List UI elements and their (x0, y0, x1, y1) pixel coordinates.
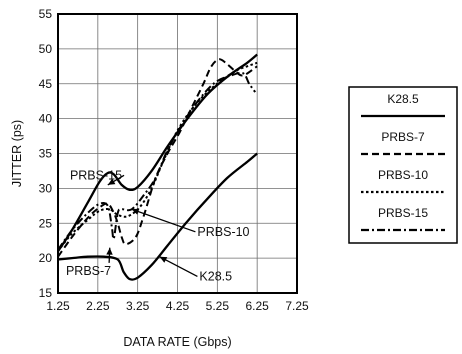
annotation-label: K28.5 (199, 269, 232, 283)
series-line-unlabeled-4 (57, 53, 258, 252)
x-tick-label: 4.25 (166, 299, 190, 313)
x-axis-title: DATA RATE (Gbps) (123, 335, 231, 349)
y-tick-label: 50 (39, 42, 53, 56)
x-tick-label: 5.25 (206, 299, 230, 313)
y-tick-label: 15 (39, 286, 53, 300)
series-line-prbs-15 (57, 71, 257, 251)
annotation-arrowhead (131, 208, 140, 215)
x-tick-label: 2.25 (86, 299, 110, 313)
series-line-prbs-7 (57, 58, 258, 258)
grid (57, 13, 298, 294)
x-tick-label: 1.25 (46, 299, 70, 313)
series-line-k28-5 (57, 152, 258, 281)
series-lines (57, 53, 258, 281)
y-tick-label: 35 (39, 147, 53, 161)
legend-label: PRBS-15 (378, 206, 428, 220)
legend-items: K28.5 PRBS-7 PRBS-10 PRBS-15 (361, 92, 445, 232)
annotations: PRBS-15 PRBS-10 PRBS-7 K28.5 (66, 168, 250, 283)
y-tick-label: 25 (39, 216, 53, 230)
y-axis-title: JITTER (ps) (10, 120, 24, 187)
annotation-arrowhead (159, 256, 168, 263)
legend-label: PRBS-10 (378, 168, 428, 182)
x-tick-label: 3.25 (126, 299, 150, 313)
y-tick-label: 45 (39, 77, 53, 91)
legend-frame (348, 86, 458, 244)
annotation-arrowhead (106, 247, 113, 255)
annotation-label: PRBS-10 (197, 225, 249, 239)
legend: K28.5 PRBS-7 PRBS-10 PRBS-15 (348, 86, 458, 244)
annotation-arrow (159, 256, 198, 278)
annotation-arrow (131, 208, 196, 233)
annotation-label: PRBS-7 (66, 264, 111, 278)
legend-label: K28.5 (387, 92, 419, 106)
plot-frame (57, 13, 298, 294)
x-tick-label: 7.25 (285, 299, 309, 313)
annotation-label: PRBS-15 (70, 168, 122, 182)
annotation-arrowhead (107, 178, 116, 185)
legend-label: PRBS-7 (381, 130, 425, 144)
tick-labels: 1.25 2.25 3.25 4.25 5.25 6.25 7.25 15 20 25 30 35 40… (39, 7, 309, 313)
x-tick-label: 6.25 (245, 299, 269, 313)
y-tick-label: 40 (39, 112, 53, 126)
y-tick-label: 20 (39, 251, 53, 265)
y-tick-label: 55 (39, 7, 53, 21)
y-tick-label: 30 (39, 181, 53, 195)
